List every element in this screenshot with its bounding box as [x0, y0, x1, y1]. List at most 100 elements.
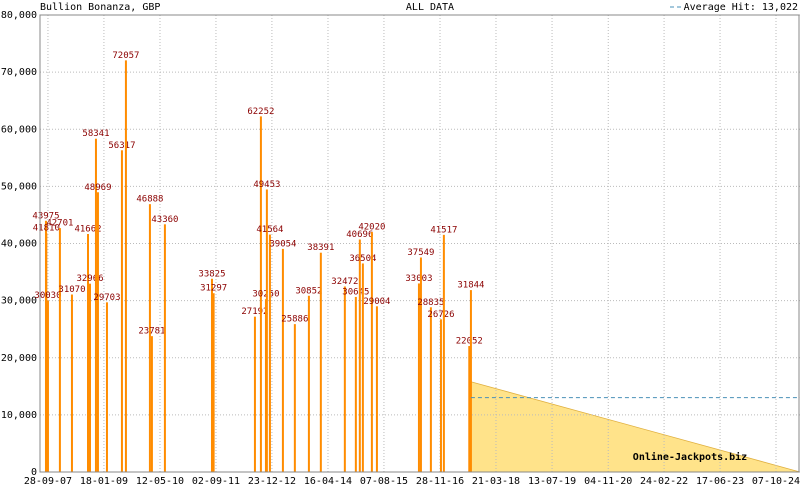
y-tick-label: 20,000	[1, 353, 37, 364]
value-label: 56317	[108, 141, 135, 151]
y-tick-label: 10,000	[1, 410, 37, 421]
x-tick-label: 21-03-18	[472, 476, 520, 487]
x-tick-label: 07-08-15	[360, 476, 408, 487]
x-tick-label: 02-09-11	[192, 476, 240, 487]
value-label: 32966	[76, 274, 103, 284]
bar	[293, 324, 296, 472]
bar	[419, 257, 422, 472]
bar	[370, 231, 373, 472]
bar	[210, 278, 213, 472]
bar	[150, 336, 153, 472]
value-label: 32472	[331, 277, 358, 287]
bar	[343, 286, 346, 472]
value-label: 22052	[456, 337, 483, 347]
y-tick-label: 80,000	[1, 10, 37, 21]
value-label: 23781	[138, 327, 165, 337]
value-label: 37549	[407, 248, 434, 258]
x-tick-label: 28-11-16	[416, 476, 464, 487]
value-label: 62252	[247, 107, 274, 117]
bar	[268, 234, 271, 472]
x-tick-label: 23-12-12	[248, 476, 296, 487]
value-label: 41662	[74, 225, 101, 235]
y-tick-label: 30,000	[1, 296, 37, 307]
value-label: 41810	[33, 224, 60, 234]
bar	[429, 307, 432, 472]
bar	[148, 204, 151, 473]
plot-frame	[39, 14, 800, 473]
bar	[94, 138, 97, 472]
bar	[417, 283, 420, 472]
x-tick-label: 18-01-09	[80, 476, 128, 487]
x-tick-label: 04-11-20	[584, 476, 632, 487]
value-label: 58341	[82, 129, 109, 139]
value-label: 31070	[58, 285, 85, 295]
value-label: 31297	[200, 284, 227, 294]
value-label: 43975	[32, 211, 59, 221]
bar	[439, 319, 442, 472]
x-tick-label: 28-09-07	[24, 476, 72, 487]
value-label: 42701	[46, 219, 73, 229]
bar	[358, 239, 361, 472]
bar	[120, 150, 123, 473]
value-label: 33003	[405, 274, 432, 284]
bar	[265, 189, 268, 472]
bar	[375, 306, 378, 472]
y-tick-label: 60,000	[1, 124, 37, 135]
value-label: 49453	[253, 180, 280, 190]
x-tick-label: 12-05-10	[136, 476, 184, 487]
value-label: 36504	[349, 254, 376, 264]
value-label: 30030	[34, 291, 61, 301]
value-label: 27192	[241, 307, 268, 317]
x-tick-label: 17-06-23	[696, 476, 744, 487]
bar	[442, 234, 445, 472]
value-label: 48969	[84, 183, 111, 193]
x-tick-label: 24-02-22	[640, 476, 688, 487]
value-label: 38391	[307, 243, 334, 253]
bar	[469, 290, 472, 472]
value-label: 33825	[198, 269, 225, 279]
x-tick-label: 16-04-14	[304, 476, 352, 487]
chart-title: Bullion Bonanza, GBP	[40, 2, 160, 13]
bar	[259, 116, 262, 473]
value-label: 31844	[457, 281, 484, 291]
value-label: 28835	[417, 298, 444, 308]
bar	[46, 300, 49, 472]
y-tick-label: 0	[31, 467, 37, 478]
legend-label: Average Hit: 13,022	[684, 2, 798, 13]
value-label: 29703	[93, 293, 120, 303]
bar	[45, 233, 48, 472]
value-label: 26726	[427, 310, 454, 320]
bar	[253, 316, 256, 472]
bar	[70, 294, 73, 472]
value-label: 41564	[256, 225, 283, 235]
value-label: 29004	[363, 297, 390, 307]
value-label: 30645	[342, 287, 369, 297]
bar	[163, 224, 166, 472]
value-label: 42020	[358, 222, 385, 232]
bar	[86, 234, 89, 472]
value-label: 41517	[430, 225, 457, 235]
value-label: 40696	[346, 230, 373, 240]
bar	[124, 60, 127, 472]
value-label: 72057	[112, 51, 139, 61]
x-tick-label: 13-07-19	[528, 476, 576, 487]
bar	[96, 192, 99, 472]
value-label: 43360	[151, 215, 178, 225]
bar	[105, 302, 108, 472]
bar	[88, 283, 91, 472]
watermark: Online-Jackpots.biz	[633, 451, 747, 463]
bar	[212, 293, 215, 472]
value-label: 39054	[269, 239, 296, 249]
x-tick-label: 07-10-24	[752, 476, 800, 487]
bar	[307, 295, 310, 472]
y-tick-label: 50,000	[1, 181, 37, 192]
value-label: 25886	[281, 315, 308, 325]
bar	[361, 263, 364, 472]
value-label: 30852	[295, 286, 322, 296]
value-label: 46888	[136, 195, 163, 205]
bar	[354, 296, 357, 472]
bar	[319, 252, 322, 472]
y-tick-label: 40,000	[1, 239, 37, 250]
bar	[58, 228, 61, 472]
